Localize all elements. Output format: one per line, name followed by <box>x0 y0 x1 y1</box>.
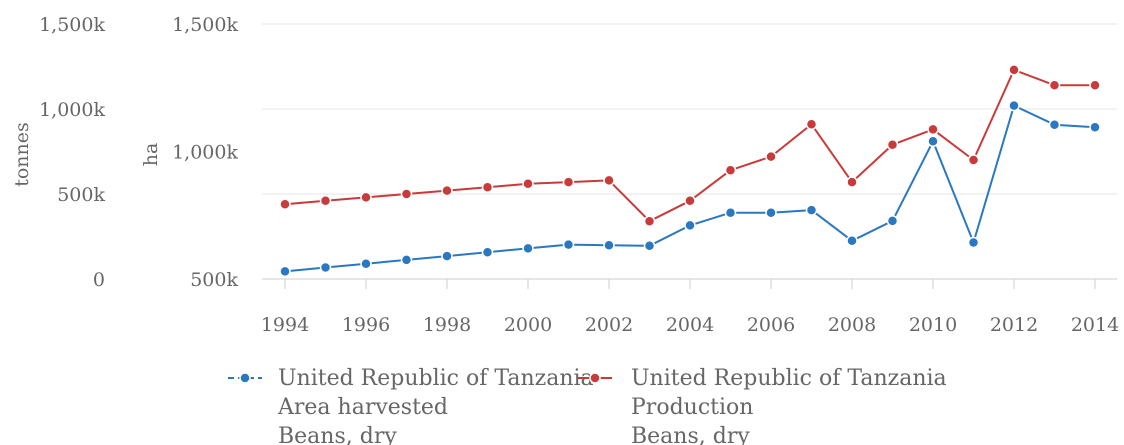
data-point <box>684 195 696 207</box>
data-point <box>319 261 332 274</box>
x-tick-label: 2008 <box>828 314 876 336</box>
data-point <box>1008 64 1020 76</box>
legend-label-line: United Republic of Tanzania <box>631 366 947 391</box>
x-tick-label: 2002 <box>585 314 633 336</box>
data-point <box>967 236 980 249</box>
data-point <box>765 150 777 163</box>
legend: United Republic of Tanzania Area harveste… <box>228 366 947 445</box>
data-point <box>441 250 453 262</box>
data-point <box>967 154 980 166</box>
tonnes-tick-label: 1,500k <box>39 14 105 36</box>
data-point <box>522 242 534 255</box>
legend-label-line: Production <box>631 395 753 420</box>
x-tick-label: 1996 <box>342 314 390 336</box>
data-point <box>481 181 494 193</box>
x-tick-label: 2012 <box>990 314 1038 336</box>
x-tick-label: 2000 <box>504 314 552 336</box>
data-point <box>805 118 818 131</box>
data-point <box>1048 118 1061 131</box>
data-point <box>562 238 575 251</box>
data-point <box>1089 121 1101 134</box>
tonnes-axis-title: tonnes <box>11 122 33 187</box>
data-point <box>724 164 737 176</box>
legend-label-line: United Republic of Tanzania <box>278 366 594 391</box>
data-point <box>603 174 615 187</box>
data-point <box>886 138 899 151</box>
legend-item-2: United Republic of Tanzania Production Bea… <box>578 366 947 445</box>
data-point <box>846 176 858 188</box>
x-tick-label: 2006 <box>747 314 795 336</box>
tonnes-tick-label: 500k <box>57 184 105 206</box>
gridlines <box>262 23 1117 280</box>
data-point <box>400 188 413 200</box>
data-point <box>603 239 615 252</box>
data-point <box>279 265 291 278</box>
tonnes-axis: 0 500k 1,000k 1,500k tonnes <box>11 14 105 291</box>
data-point <box>1089 79 1101 91</box>
data-point <box>684 219 696 232</box>
data-point <box>279 198 291 210</box>
data-point <box>765 206 777 219</box>
data-point <box>481 246 494 258</box>
data-point <box>724 206 737 219</box>
data-point <box>805 204 818 216</box>
x-tick-label: 2014 <box>1071 314 1119 336</box>
data-point <box>360 191 372 204</box>
data-point <box>360 257 372 270</box>
data-point <box>522 178 534 190</box>
ha-axis: 500k 1,000k 1,500k ha <box>140 14 238 291</box>
legend-marker <box>239 372 251 384</box>
data-point <box>1048 79 1061 91</box>
data-point <box>927 123 939 136</box>
data-point <box>562 176 575 188</box>
ha-axis-title: ha <box>140 143 162 167</box>
data-point <box>319 195 332 207</box>
legend-label-line: Beans, dry <box>631 424 750 445</box>
x-tick-label: 2010 <box>909 314 957 336</box>
legend-marker <box>589 372 601 384</box>
series-layer <box>279 64 1101 278</box>
tonnes-tick-label: 1,000k <box>39 99 105 121</box>
data-point <box>643 215 656 227</box>
ha-tick-label: 500k <box>190 269 238 291</box>
legend-symbol <box>578 372 612 384</box>
data-point <box>441 184 453 197</box>
legend-symbol <box>228 372 262 384</box>
ha-tick-label: 1,500k <box>172 14 238 36</box>
x-tick-label: 2004 <box>666 314 714 336</box>
data-point <box>1008 99 1020 112</box>
x-axis: 1994 1996 1998 2000 2002 2004 2006 2008 2010 2012… <box>261 278 1119 336</box>
legend-label-line: Beans, dry <box>278 424 397 445</box>
data-point <box>846 235 858 247</box>
ha-tick-label: 1,000k <box>172 142 238 164</box>
x-tick-label: 1998 <box>423 314 471 336</box>
data-point <box>886 215 899 227</box>
series-1 <box>279 99 1101 278</box>
data-point <box>927 135 939 148</box>
data-point <box>643 240 656 252</box>
tonnes-tick-label: 0 <box>93 269 105 291</box>
data-point <box>400 254 413 266</box>
series-2 <box>279 64 1101 227</box>
legend-item-1: United Republic of Tanzania Area harveste… <box>228 366 594 445</box>
x-tick-label: 1994 <box>261 314 309 336</box>
legend-label-line: Area harvested <box>277 395 448 420</box>
